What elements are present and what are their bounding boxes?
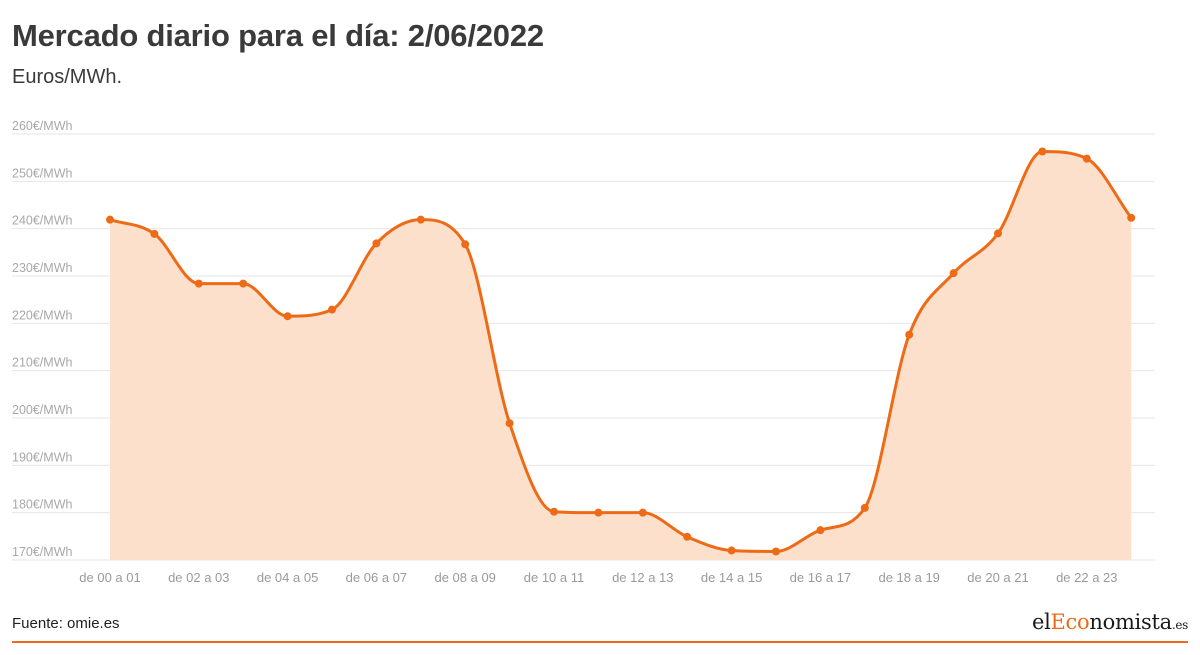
data-point[interactable] bbox=[727, 546, 736, 555]
x-tick-label: de 10 a 11 bbox=[524, 570, 584, 585]
logo-prefix: el bbox=[1031, 610, 1051, 634]
y-tick-label: 170€/MWh bbox=[12, 545, 72, 559]
x-axis-ticks: de 00 a 01 de 02 a 03 de 04 a 05 de 06 a 07… bbox=[79, 570, 1117, 585]
y-tick-label: 230€/MWh bbox=[12, 261, 72, 275]
x-tick-label: de 08 a 09 bbox=[434, 570, 495, 585]
source-note: Fuente: omie.es bbox=[12, 615, 120, 632]
logo-main: nomista bbox=[1089, 610, 1172, 634]
x-tick-label: de 12 a 13 bbox=[612, 570, 673, 585]
logo-accent: Eco bbox=[1050, 610, 1090, 634]
data-point[interactable] bbox=[994, 229, 1002, 238]
data-point[interactable] bbox=[772, 547, 780, 556]
series-points bbox=[106, 147, 1136, 556]
y-tick-label: 190€/MWh bbox=[12, 450, 72, 464]
x-tick-label: de 20 a 21 bbox=[967, 570, 1028, 585]
x-tick-label: de 06 a 07 bbox=[346, 570, 407, 585]
x-tick-label: de 16 a 17 bbox=[790, 570, 851, 585]
y-axis-ticks: 170€/MWh 180€/MWh 190€/MWh 200€/MWh 210€/MWh… bbox=[12, 119, 72, 559]
chart-title: Mercado diario para el día: 2/06/2022 bbox=[12, 18, 544, 53]
y-tick-label: 250€/MWh bbox=[12, 166, 72, 180]
data-point[interactable] bbox=[1082, 154, 1091, 163]
data-point[interactable] bbox=[239, 279, 248, 288]
data-point[interactable] bbox=[328, 305, 336, 314]
data-point[interactable] bbox=[505, 419, 514, 428]
data-point[interactable] bbox=[416, 215, 425, 224]
footer-divider bbox=[12, 641, 1188, 643]
data-point[interactable] bbox=[816, 526, 825, 535]
y-tick-label: 220€/MWh bbox=[12, 308, 72, 322]
y-tick-label: 210€/MWh bbox=[12, 356, 72, 370]
data-point[interactable] bbox=[461, 240, 470, 249]
data-point[interactable] bbox=[949, 269, 958, 278]
data-point[interactable] bbox=[150, 229, 159, 238]
y-tick-label: 180€/MWh bbox=[12, 498, 72, 512]
x-tick-label: de 04 a 05 bbox=[257, 570, 318, 585]
data-point[interactable] bbox=[194, 279, 203, 288]
area-fill bbox=[110, 151, 1132, 560]
x-tick-label: de 22 a 23 bbox=[1056, 570, 1117, 585]
x-tick-label: de 00 a 01 bbox=[79, 570, 140, 585]
y-tick-label: 240€/MWh bbox=[12, 214, 72, 228]
data-point[interactable] bbox=[106, 215, 114, 224]
chart-subtitle: Euros/MWh. bbox=[12, 66, 123, 88]
data-point[interactable] bbox=[594, 508, 603, 517]
data-point[interactable] bbox=[860, 503, 869, 512]
x-tick-label: de 14 a 15 bbox=[701, 570, 762, 585]
y-tick-label: 260€/MWh bbox=[12, 119, 72, 133]
x-tick-label: de 02 a 03 bbox=[168, 570, 229, 585]
area-chart: 170€/MWh 180€/MWh 190€/MWh 200€/MWh 210€/MWh… bbox=[12, 119, 1155, 585]
series-area bbox=[110, 151, 1132, 560]
logo-suffix: .es bbox=[1171, 618, 1188, 632]
eleconomista-logo: elEconomista.es bbox=[1032, 610, 1188, 634]
y-tick-label: 200€/MWh bbox=[12, 403, 72, 417]
data-point[interactable] bbox=[638, 508, 647, 517]
data-point[interactable] bbox=[683, 532, 692, 541]
data-point[interactable] bbox=[550, 507, 558, 516]
data-point[interactable] bbox=[283, 312, 292, 321]
data-point[interactable] bbox=[372, 239, 381, 248]
data-point[interactable] bbox=[1127, 213, 1136, 222]
data-point[interactable] bbox=[1038, 147, 1047, 156]
data-point[interactable] bbox=[905, 330, 914, 339]
x-tick-label: de 18 a 19 bbox=[878, 570, 939, 585]
